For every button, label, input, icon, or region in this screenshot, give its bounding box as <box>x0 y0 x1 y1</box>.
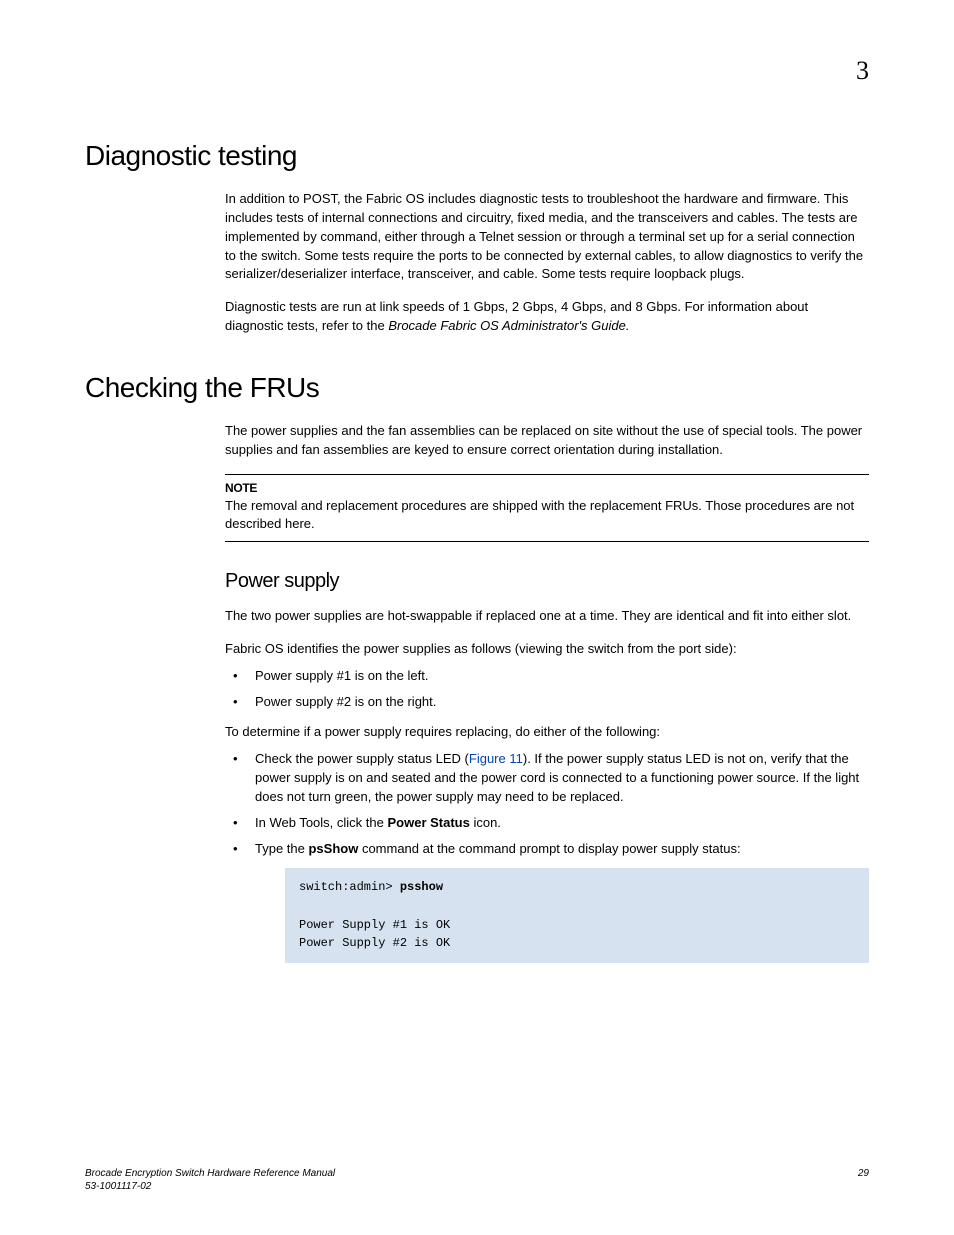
code-output: Power Supply #2 is OK <box>299 936 450 950</box>
chapter-number: 3 <box>856 56 869 86</box>
list-item: Power supply #1 is on the left. <box>225 667 869 686</box>
section-frus-body: The power supplies and the fan assemblie… <box>225 422 869 963</box>
heading-checking-frus: Checking the FRUs <box>85 372 869 404</box>
heading-diagnostic-testing: Diagnostic testing <box>85 140 869 172</box>
note-box: NOTE The removal and replacement procedu… <box>225 474 869 542</box>
list-item: In Web Tools, click the Power Status ico… <box>225 814 869 833</box>
bullet-list: Check the power supply status LED (Figur… <box>225 750 869 963</box>
code-prompt: switch:admin> <box>299 880 400 894</box>
page-number: 29 <box>858 1167 869 1180</box>
note-label: NOTE <box>225 481 869 495</box>
text: command at the command prompt to display… <box>358 841 740 856</box>
figure-link[interactable]: Figure 11 <box>469 751 523 766</box>
code-output: Power Supply #1 is OK <box>299 918 450 932</box>
note-text: The removal and replacement procedures a… <box>225 497 869 533</box>
paragraph: The two power supplies are hot-swappable… <box>225 607 869 626</box>
list-item: Type the psShow command at the command p… <box>225 840 869 963</box>
paragraph: In addition to POST, the Fabric OS inclu… <box>225 190 869 284</box>
text: icon. <box>470 815 501 830</box>
text: In Web Tools, click the <box>255 815 387 830</box>
list-item: Power supply #2 is on the right. <box>225 693 869 712</box>
page: 3 Diagnostic testing In addition to POST… <box>0 0 954 1235</box>
list-item: Check the power supply status LED (Figur… <box>225 750 869 807</box>
text: Type the <box>255 841 308 856</box>
code-command: psshow <box>400 880 443 894</box>
code-block: switch:admin> psshow Power Supply #1 is … <box>285 868 869 962</box>
text: Check the power supply status LED ( <box>255 751 469 766</box>
bullet-list: Power supply #1 is on the left. Power su… <box>225 667 869 712</box>
ui-label: Power Status <box>387 815 469 830</box>
paragraph: Diagnostic tests are run at link speeds … <box>225 298 869 336</box>
paragraph: The power supplies and the fan assemblie… <box>225 422 869 460</box>
footer-doc-number: 53-1001117-02 <box>85 1180 869 1193</box>
paragraph: Fabric OS identifies the power supplies … <box>225 640 869 659</box>
reference-title: Brocade Fabric OS Administrator's Guide. <box>388 318 629 333</box>
paragraph: To determine if a power supply requires … <box>225 723 869 742</box>
heading-power-supply: Power supply <box>225 570 869 593</box>
footer-doc-title: Brocade Encryption Switch Hardware Refer… <box>85 1167 869 1180</box>
section-diagnostic-body: In addition to POST, the Fabric OS inclu… <box>225 190 869 336</box>
page-footer: Brocade Encryption Switch Hardware Refer… <box>85 1167 869 1193</box>
command-name: psShow <box>308 841 358 856</box>
